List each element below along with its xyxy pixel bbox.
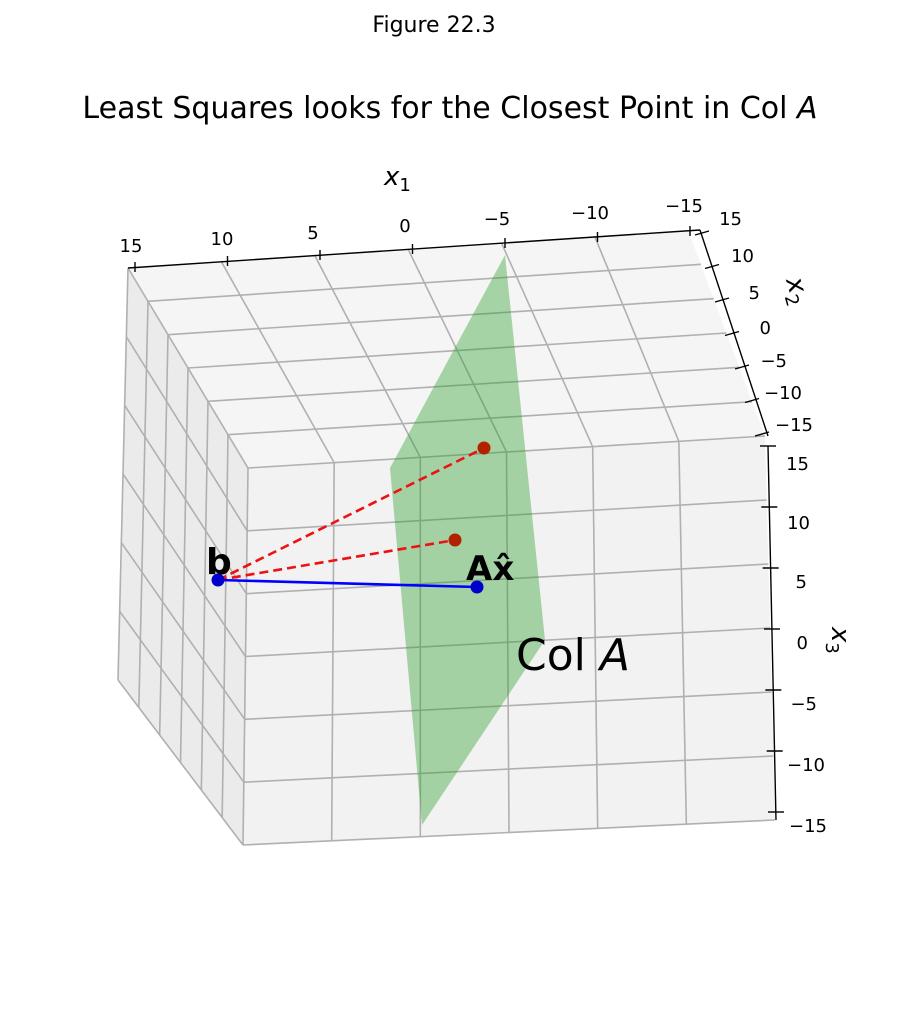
segment-b-to-ax-hat — [217, 578, 478, 589]
chart-title-text: Least Squares looks for the Closest Poin… — [82, 91, 797, 126]
col-a-plane — [390, 255, 545, 825]
segment-b-to-other-2 — [217, 538, 456, 582]
point-b — [211, 573, 225, 587]
pane-edge — [242, 819, 776, 846]
axis-ticks — [134, 226, 784, 813]
x1-tick-label: 15 — [120, 236, 143, 257]
pane-edge — [117, 267, 129, 681]
x1-tick-label: 5 — [307, 223, 318, 244]
plane-label-italic: A — [597, 630, 630, 681]
plane-label: Col A — [516, 630, 630, 681]
x2-tick-label: 5 — [749, 283, 760, 304]
pane-top — [128, 230, 765, 468]
x2-tick-label: 10 — [731, 246, 754, 267]
axis-tick — [744, 397, 760, 404]
x3-axis-line — [767, 445, 777, 821]
x1-tick-label: 0 — [399, 216, 410, 237]
x3-axis-label-base: x — [825, 626, 855, 643]
point-ax-hat-label: Ax̂ — [466, 549, 514, 589]
x2-tick-label: −15 — [775, 415, 813, 436]
x1-axis-label-sub: 1 — [399, 175, 410, 196]
point-ax-hat — [470, 580, 484, 594]
x2-axis-label: x2 — [775, 273, 815, 309]
point-b-label: b — [206, 542, 232, 583]
axis-tick — [734, 364, 750, 370]
x1-tick-label: −15 — [665, 196, 703, 217]
x2-tick-label: −5 — [760, 351, 787, 372]
x1-tick-label: −10 — [571, 203, 609, 224]
x1-axis-label: x1 — [383, 162, 411, 196]
grid-line — [243, 755, 774, 783]
chart-title-italic: A — [795, 91, 818, 126]
figure-label: Figure 22.3 — [372, 13, 495, 38]
x1-axis-label-base: x — [383, 162, 400, 192]
point-other-2 — [448, 533, 462, 547]
plane-label-text: Col — [516, 630, 600, 681]
x2-axis-label-sub: 2 — [780, 292, 803, 309]
pane-edge — [247, 435, 766, 469]
x1-axis-line — [127, 229, 701, 269]
axis-tick — [714, 297, 730, 303]
axis-tick — [724, 330, 740, 337]
grid-line — [119, 610, 245, 783]
x3-tick-label: −15 — [789, 816, 827, 837]
grid-lines — [117, 236, 776, 846]
x2-tick-label: 15 — [719, 209, 742, 230]
pane-edge — [127, 267, 249, 469]
x3-tick-label: −5 — [790, 694, 817, 715]
x1-tick-label: 10 — [211, 229, 234, 250]
point-other-1 — [477, 441, 491, 455]
pane-edge — [242, 467, 249, 846]
x2-tick-label: −10 — [764, 383, 802, 404]
axis-tick — [704, 263, 720, 270]
x1-tick-label: −5 — [484, 209, 511, 230]
x2-tick-label: 0 — [760, 318, 771, 339]
x3-tick-label: 15 — [786, 454, 809, 475]
x3-axis-label: x3 — [821, 626, 855, 654]
grid-line — [227, 400, 753, 436]
axis-tick — [694, 230, 710, 236]
segment-b-to-other-1 — [217, 446, 485, 582]
x3-tick-label: 5 — [796, 572, 807, 593]
x3-tick-label: −10 — [787, 755, 825, 776]
x3-axis-label-sub: 3 — [821, 642, 842, 653]
chart-title: Least Squares looks for the Closest Poin… — [82, 91, 817, 126]
x3-tick-label: 10 — [787, 513, 810, 534]
x3-tick-label: 0 — [797, 633, 808, 654]
pane-left — [118, 268, 248, 845]
axis-tick — [754, 431, 770, 437]
pane-back — [243, 436, 775, 845]
pane-edge — [117, 679, 244, 846]
